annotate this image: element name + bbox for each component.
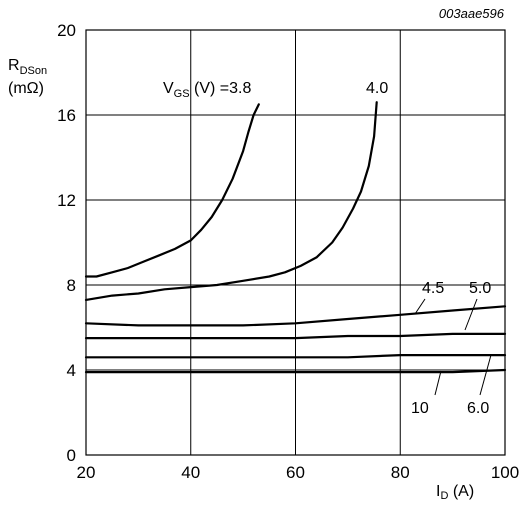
y-tick-label-12: 12 bbox=[57, 191, 76, 210]
x-axis-symbol: I bbox=[436, 483, 440, 500]
y-axis-subscript: DSon bbox=[20, 65, 48, 77]
series-line-4-0 bbox=[84, 101, 378, 301]
label-leaders bbox=[414, 298, 492, 396]
x-tick-label-100: 100 bbox=[491, 463, 519, 482]
series-label-4-0: 4.0 bbox=[366, 80, 388, 97]
legend-vgs-label: VGS (V) =3.8 bbox=[163, 80, 251, 100]
series-label-10: 10 bbox=[411, 400, 429, 417]
y-tick-label-4: 4 bbox=[67, 361, 76, 380]
y-axis-title: RDSon bbox=[8, 57, 47, 77]
vgs-symbol: V bbox=[163, 80, 174, 97]
leader-6-0 bbox=[479, 354, 492, 396]
x-tick-label-60: 60 bbox=[286, 463, 305, 482]
leader-4-5 bbox=[414, 298, 426, 315]
y-axis-symbol: R bbox=[8, 57, 20, 74]
x-tick-label-20: 20 bbox=[77, 463, 96, 482]
x-tick-label-80: 80 bbox=[391, 463, 410, 482]
plot-frame bbox=[85, 29, 506, 456]
y-axis-unit: (mΩ) bbox=[8, 80, 44, 97]
series-line-3-8 bbox=[84, 103, 260, 278]
x-tick-label-40: 40 bbox=[181, 463, 200, 482]
y-tick-label-20: 20 bbox=[57, 21, 76, 40]
series-lines bbox=[84, 101, 507, 374]
x-axis-subscript: D bbox=[440, 490, 448, 502]
series-label-5-0: 5.0 bbox=[469, 280, 491, 297]
figure-code: 003aae596 bbox=[439, 6, 505, 21]
y-tick-label-16: 16 bbox=[57, 106, 76, 125]
series-line-6-0 bbox=[84, 354, 507, 359]
y-tick-label-0: 0 bbox=[67, 446, 76, 465]
series-label-4-5: 4.5 bbox=[422, 280, 444, 297]
leader-10 bbox=[434, 370, 442, 396]
y-tick-label-8: 8 bbox=[67, 276, 76, 295]
x-tick-labels: 20 40 60 80 100 bbox=[77, 463, 520, 482]
vgs-unit: (V) = bbox=[190, 80, 230, 97]
x-axis-unit: (A) bbox=[448, 483, 474, 500]
series-line-5-0 bbox=[84, 332, 507, 340]
y-tick-labels: 0 4 8 12 16 20 bbox=[57, 21, 76, 465]
series-line-10 bbox=[84, 368, 507, 374]
leader-5-0 bbox=[464, 298, 478, 331]
vgs-subscript: GS bbox=[174, 88, 190, 100]
x-axis-title: ID (A) bbox=[436, 483, 474, 502]
series-label-3-8: 3.8 bbox=[229, 80, 251, 97]
grid bbox=[86, 30, 505, 455]
series-line-4-5 bbox=[84, 305, 507, 327]
series-label-6-0: 6.0 bbox=[467, 400, 489, 417]
